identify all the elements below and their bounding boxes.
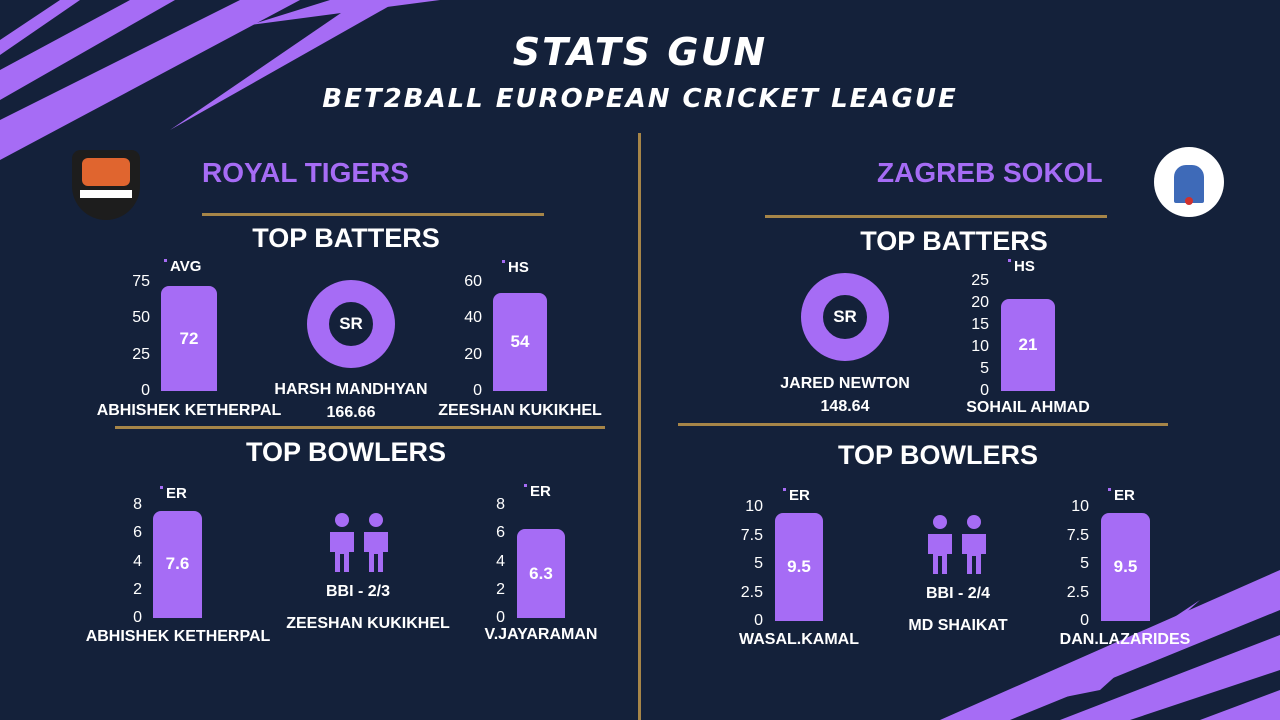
logo-banner: [80, 190, 132, 198]
player-name: DAN.LAZARIDES: [1059, 631, 1191, 648]
y-tick-label: 40: [464, 309, 482, 327]
page-subtitle: BET2BALL EUROPEAN CRICKET LEAGUE: [322, 84, 958, 114]
y-tick-label: 20: [464, 345, 482, 363]
y-tick-label: 2.5: [1066, 583, 1089, 601]
y-tick-label: 0: [473, 382, 482, 399]
bar: [153, 510, 202, 618]
bar: [1001, 298, 1055, 391]
metric-label: HS: [1008, 258, 1035, 275]
right-bowlers-heading: TOP BOWLERS: [837, 440, 1039, 470]
bar: [1101, 512, 1150, 621]
logo-ball: [1185, 197, 1193, 205]
bar: [775, 512, 823, 621]
left-batters-heading: TOP BATTERS: [252, 223, 440, 253]
y-tick-label: 0: [133, 609, 142, 626]
y-tick-label: 4: [496, 552, 505, 570]
y-tick-label: 0: [1080, 612, 1089, 629]
left-sr-player-name: HARSH MANDHYAN: [274, 381, 428, 398]
y-tick-label: 75: [132, 273, 150, 290]
metric-label: ER: [1108, 487, 1135, 504]
player-name: ABHISHEK KETHERPAL: [96, 402, 282, 419]
metric-label: ER: [160, 485, 187, 502]
right-batters-heading: TOP BATTERS: [860, 226, 1048, 256]
left-bbi-label: BBI - 2/3: [325, 583, 390, 600]
y-tick-label: 5: [980, 360, 989, 377]
y-tick-label: 8: [496, 496, 505, 513]
y-tick-label: 25: [132, 345, 150, 363]
left-sr-value: 166.66: [326, 404, 376, 421]
bar-value-label: 9.5: [1113, 556, 1138, 576]
y-tick-label: 20: [971, 294, 989, 311]
tiger-emblem: [82, 158, 130, 186]
zagreb-sokol-logo: [1154, 147, 1224, 217]
page-title: STATS GUN: [512, 30, 768, 74]
left-section-divider: [115, 426, 605, 429]
bar-value-label: 6.3: [529, 563, 553, 583]
y-tick-label: 2: [496, 580, 505, 598]
player-name: V.JAYARAMAN: [484, 626, 598, 643]
y-tick-label: 0: [980, 382, 989, 399]
right-team-name: ZAGREB SOKOL: [877, 157, 1103, 188]
y-tick-label: 0: [754, 612, 763, 629]
bar-value-label: 9.5: [787, 556, 811, 576]
y-tick-label: 2: [133, 580, 142, 598]
y-tick-label: 5: [1080, 555, 1089, 572]
right-sr-donut: SR: [801, 273, 889, 361]
metric-label: ER: [783, 487, 810, 504]
y-tick-label: 10: [745, 498, 763, 515]
metric-label: HS: [502, 259, 529, 276]
left-bowlers-heading: TOP BOWLERS: [245, 437, 447, 467]
y-tick-label: 15: [971, 316, 989, 333]
bar: [161, 286, 217, 391]
metric-label: AVG: [163, 258, 202, 275]
right-sr-label: SR: [833, 307, 857, 326]
player-name: ABHISHEK KETHERPAL: [85, 628, 271, 645]
bar-value-label: 54: [510, 331, 530, 351]
y-tick-label: 6: [496, 524, 505, 542]
right-section-divider: [678, 423, 1168, 426]
y-tick-label: 7.5: [740, 526, 763, 544]
right-team-underline: [765, 215, 1107, 218]
metric-label: ER: [524, 483, 551, 500]
y-tick-label: 0: [141, 382, 150, 399]
left-bbi-player-name: ZEESHAN KUKIKHEL: [286, 615, 450, 632]
y-tick-label: 25: [971, 272, 989, 289]
left-team-underline: [202, 213, 544, 216]
player-name: ZEESHAN KUKIKHEL: [438, 402, 602, 419]
y-tick-label: 7.5: [1066, 526, 1089, 544]
y-tick-label: 10: [1071, 498, 1089, 515]
player-name: WASAL.KAMAL: [739, 631, 859, 648]
people-icon: [928, 515, 986, 574]
right-bbi-label: BBI - 2/4: [925, 585, 990, 602]
bar: [493, 292, 547, 391]
right-sr-value: 148.64: [820, 398, 870, 415]
player-name: SOHAIL AHMAD: [966, 399, 1090, 416]
royal-tigers-logo: [72, 150, 140, 220]
y-tick-label: 5: [754, 555, 763, 572]
bar-value-label: 7.6: [165, 554, 190, 574]
right-sr-player-name: JARED NEWTON: [780, 375, 910, 392]
y-tick-label: 2.5: [740, 583, 763, 601]
left-sr-donut: SR: [307, 280, 395, 368]
y-tick-label: 6: [133, 524, 142, 542]
right-bbi-player-name: MD SHAIKAT: [908, 617, 1008, 634]
people-icon: [330, 513, 388, 572]
y-tick-label: 10: [971, 338, 989, 355]
y-tick-label: 0: [496, 609, 505, 626]
bar-value-label: 21: [1018, 334, 1038, 354]
y-tick-label: 8: [133, 496, 142, 513]
center-divider: [638, 133, 641, 720]
left-sr-label: SR: [339, 314, 363, 333]
bar: [517, 529, 565, 618]
left-team-name: ROYAL TIGERS: [202, 157, 409, 188]
y-tick-label: 60: [464, 273, 482, 290]
bar-value-label: 72: [179, 328, 199, 348]
logo-emblem: [1174, 165, 1204, 203]
y-tick-label: 50: [132, 309, 150, 327]
y-tick-label: 4: [133, 552, 142, 570]
